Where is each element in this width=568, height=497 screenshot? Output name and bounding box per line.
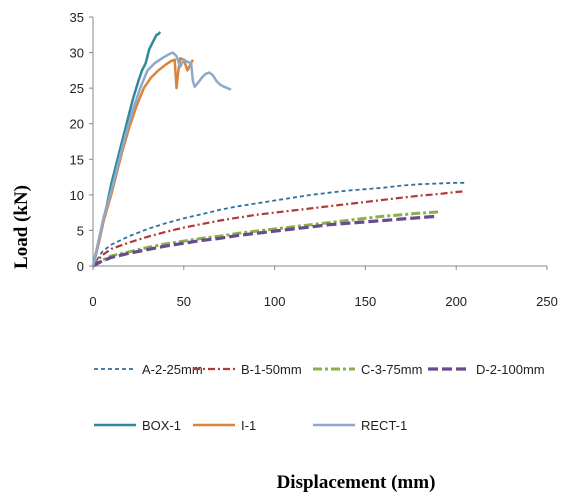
legend-entry: B-1-50mm [193,362,302,377]
y-tick-label: 10 [70,188,84,203]
legend-entry: I-1 [193,418,256,433]
y-tick-label: 20 [70,117,84,132]
series-line-b-1-50mm [92,190,466,267]
legend-entry: BOX-1 [94,418,181,433]
x-axis-title: Displacement (mm) [277,472,436,493]
legend-label: B-1-50mm [241,362,302,377]
legend-label: RECT-1 [361,418,407,433]
y-axis-ticks: 0 5 10 15 20 25 30 35 [70,10,93,274]
legend-label: C-3-75mm [361,362,422,377]
series-line-rect-1 [91,51,232,267]
series-line-d-2-100mm [92,214,439,268]
y-tick-label: 0 [77,259,84,274]
x-tick-label: 250 [536,294,558,309]
series-line-i-1 [91,57,195,267]
axes [92,17,547,267]
y-tick-label: 25 [70,81,84,96]
legend-entry: RECT-1 [313,418,407,433]
x-tick-label: 150 [355,294,377,309]
x-tick-label: 50 [177,294,191,309]
y-tick-label: 15 [70,152,84,167]
y-tick-label: 5 [77,223,84,238]
series-line-a-2-25mm [92,181,466,267]
legend: A-2-25mm B-1-50mm C-3-75mm D-2-100mm BOX-1 I-… [94,362,545,433]
legend-entry: A-2-25mm [94,362,203,377]
legend-entry: D-2-100mm [428,362,545,377]
legend-label: BOX-1 [142,418,181,433]
x-tick-label: 0 [89,294,96,309]
legend-label: A-2-25mm [142,362,203,377]
y-tick-label: 35 [70,10,84,25]
legend-label: D-2-100mm [476,362,545,377]
y-tick-label: 30 [70,46,84,61]
legend-label: I-1 [241,418,256,433]
x-axis-ticks: 0 50 100 150 200 250 [89,266,558,309]
y-axis-title: Load (kN) [11,185,32,269]
series-line-c-3-75mm [92,210,439,268]
series-layer [91,31,466,268]
x-tick-label: 100 [264,294,286,309]
x-tick-label: 200 [445,294,467,309]
legend-entry: C-3-75mm [313,362,422,377]
